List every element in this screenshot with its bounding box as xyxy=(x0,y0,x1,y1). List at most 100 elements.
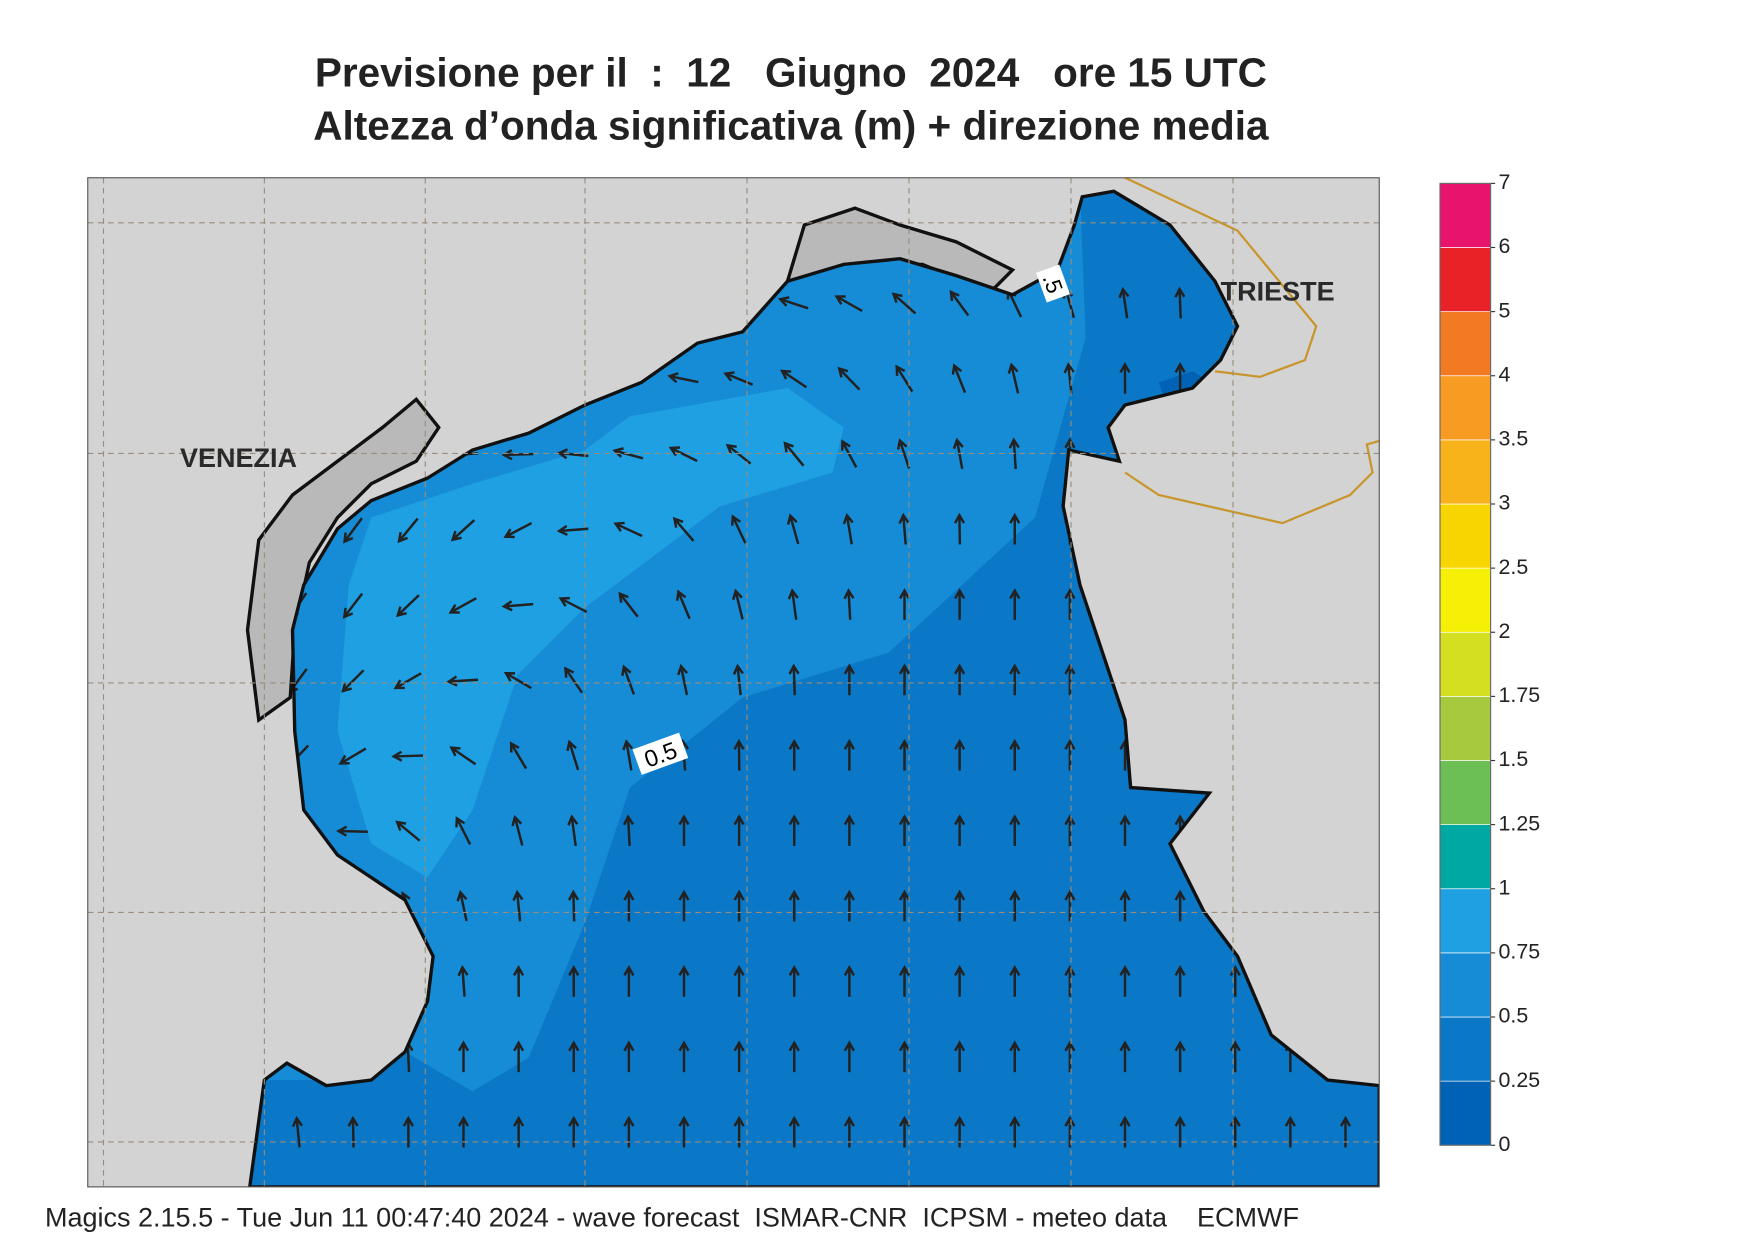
arrow xyxy=(678,1040,690,1073)
arrow xyxy=(1064,965,1076,997)
arrow xyxy=(393,672,422,690)
arrow xyxy=(501,449,534,461)
colorbar-band xyxy=(1439,1080,1491,1146)
arrow xyxy=(898,738,911,771)
arrow xyxy=(898,1040,911,1073)
arrow xyxy=(731,588,744,620)
arrow xyxy=(623,1115,635,1148)
colorbar-band xyxy=(1439,952,1491,1018)
arrow xyxy=(1009,588,1021,620)
arrow xyxy=(1064,738,1076,771)
arrow xyxy=(511,814,524,846)
arrow xyxy=(1174,889,1186,922)
arrow xyxy=(347,1115,359,1148)
colorbar-label: 6 xyxy=(1499,234,1511,258)
arrow xyxy=(513,1040,525,1073)
arrow xyxy=(949,289,970,317)
arrow xyxy=(843,965,855,997)
arrow xyxy=(898,889,911,922)
arrow xyxy=(730,514,747,544)
arrow xyxy=(1064,1040,1076,1073)
arrow xyxy=(843,1115,855,1148)
arrow xyxy=(840,439,858,468)
map: VENEZIA TRIESTE 0.5 .5 xyxy=(87,177,1380,1187)
colorbar-label: 0.25 xyxy=(1499,1068,1541,1092)
arrow xyxy=(843,588,855,620)
arrow xyxy=(788,1115,800,1148)
arrow xyxy=(612,447,644,460)
arrow xyxy=(788,965,800,997)
arrow xyxy=(954,965,966,997)
arrow xyxy=(449,746,477,766)
arrow xyxy=(568,1115,580,1148)
arrow xyxy=(678,814,690,846)
arrow xyxy=(513,965,525,997)
arrow xyxy=(338,747,367,765)
arrow xyxy=(788,663,800,696)
arrow xyxy=(678,1115,690,1148)
arrow xyxy=(1229,1115,1241,1148)
figure: Previsione per il : 12 Giugno 2024 ore 1… xyxy=(45,50,1540,1233)
arrow xyxy=(952,437,964,470)
arrow xyxy=(448,597,477,614)
arrow xyxy=(513,1115,525,1148)
arrow xyxy=(843,889,855,922)
arrow xyxy=(1064,588,1076,620)
arrow xyxy=(291,1115,303,1148)
arrow xyxy=(456,890,468,922)
arrow xyxy=(837,366,861,391)
title-line: Previsione per il : 12 Giugno 2024 ore 1… xyxy=(315,50,1267,96)
arrow xyxy=(898,814,911,846)
arrow xyxy=(446,675,479,687)
arrow xyxy=(395,820,421,842)
arrow xyxy=(780,369,808,389)
arrow xyxy=(1119,1115,1131,1148)
arrow xyxy=(564,666,584,694)
colorbar-frame xyxy=(1439,182,1492,1146)
arrow xyxy=(788,814,800,846)
arrow xyxy=(788,889,800,922)
arrow xyxy=(402,1115,414,1148)
arrow xyxy=(1174,362,1186,394)
arrow xyxy=(1009,814,1021,846)
arrow xyxy=(568,1040,580,1073)
arrow xyxy=(733,1040,745,1073)
arrow xyxy=(1229,965,1241,997)
colorbar-band xyxy=(1439,503,1491,569)
colorbar-band xyxy=(1439,631,1491,697)
colorbar-label: 5 xyxy=(1499,298,1511,322)
label-box xyxy=(632,732,689,775)
colorbar-label: 3.5 xyxy=(1499,427,1529,451)
arrow xyxy=(843,738,855,771)
arrow xyxy=(567,889,580,922)
arrow xyxy=(1008,437,1020,470)
arrow xyxy=(954,814,966,846)
colorbar-band xyxy=(1439,439,1491,505)
colorbar-label: 3 xyxy=(1499,491,1511,515)
colorbar-band xyxy=(1439,247,1491,312)
arrow xyxy=(1229,1040,1241,1073)
arrow xyxy=(891,292,917,315)
colorbar: 0 0.25 0.5 0.75 1 1.25 1.5 1.75 2 2.5 3 3.5 4 5 6 7 xyxy=(1439,170,1541,1156)
arrow xyxy=(568,965,580,997)
colorbar-label: 1.5 xyxy=(1499,747,1529,771)
arrow xyxy=(732,663,744,696)
arrow xyxy=(842,512,854,545)
arrow xyxy=(667,372,699,384)
arrow xyxy=(733,965,745,997)
colorbar-label: 1.75 xyxy=(1499,683,1541,707)
arrow xyxy=(843,814,855,846)
arrow xyxy=(954,588,966,620)
arrow xyxy=(954,663,966,696)
arrow xyxy=(954,1115,966,1148)
arrow xyxy=(733,889,745,922)
arrow xyxy=(954,889,966,922)
arrow xyxy=(1009,738,1021,771)
arrow xyxy=(668,446,698,463)
arrow xyxy=(455,816,472,845)
arrow xyxy=(676,589,691,620)
colorbar-label: 0.75 xyxy=(1499,940,1541,964)
colorbar-label: 4 xyxy=(1499,362,1511,386)
arrow xyxy=(1284,1115,1296,1148)
